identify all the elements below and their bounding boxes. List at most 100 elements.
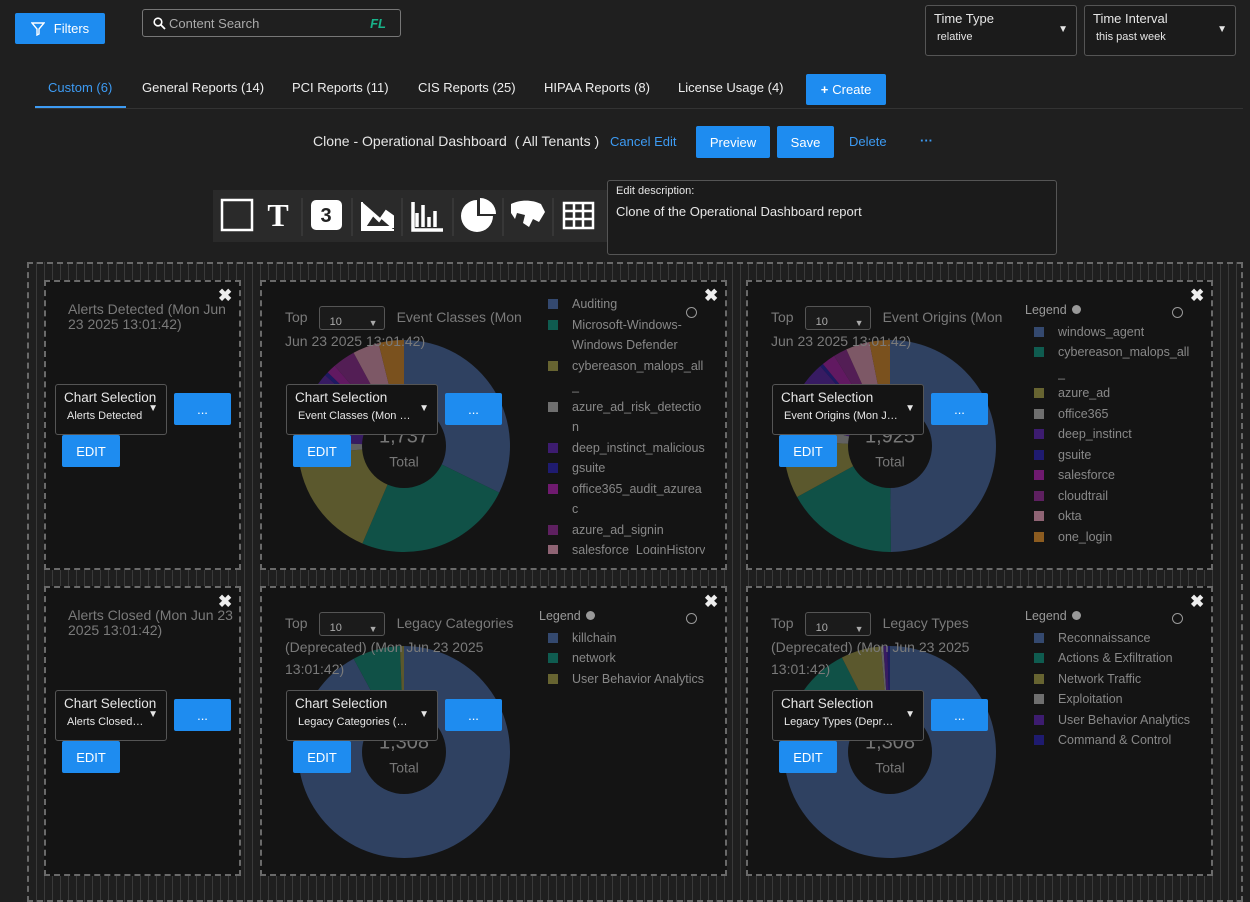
tab[interactable]: HIPAA Reports (8): [544, 80, 650, 95]
chart-selection-label: Chart Selection: [295, 390, 429, 405]
bar-icon[interactable]: [413, 202, 443, 230]
dropdown-arrow: ▼: [369, 312, 378, 334]
edit-button[interactable]: EDIT: [62, 435, 120, 467]
top-select[interactable]: 10▼: [805, 612, 871, 636]
map-icon[interactable]: [511, 201, 545, 227]
text-icon[interactable]: T: [267, 197, 288, 233]
edit-button[interactable]: EDIT: [779, 435, 837, 467]
more-button[interactable]: ...: [931, 393, 988, 425]
legend-item[interactable]: windows_agent: [1025, 322, 1212, 343]
legend-item[interactable]: salesforce_LoginHistory: [546, 540, 727, 554]
tab[interactable]: Custom (6): [48, 80, 112, 95]
time-type-label: Time Type: [934, 11, 1068, 26]
legend-item[interactable]: cybereason_malops_all_: [1025, 342, 1212, 383]
top-select[interactable]: 10▼: [319, 612, 385, 636]
legend-toggle[interactable]: [586, 611, 595, 620]
table-icon[interactable]: [564, 203, 593, 228]
more-button[interactable]: ...: [174, 699, 231, 731]
edit-button[interactable]: EDIT: [62, 741, 120, 773]
edit-button[interactable]: EDIT: [293, 435, 351, 467]
legend-item[interactable]: network: [539, 648, 726, 669]
legend-toggle[interactable]: [1072, 305, 1081, 314]
legend-swatch: [1034, 633, 1044, 643]
tab[interactable]: General Reports (14): [142, 80, 264, 95]
chart-selection[interactable]: Chart SelectionLegacy Types (Deprecated)…: [772, 690, 924, 741]
top-select[interactable]: 10▼: [319, 306, 385, 330]
legend-item[interactable]: Reconnaissance: [1025, 628, 1212, 649]
more-button[interactable]: ...: [445, 393, 502, 425]
dropdown-arrow: ▼: [1058, 24, 1068, 35]
legend-item[interactable]: deep_instinct_malicious: [546, 438, 727, 459]
dropdown-arrow: ▼: [369, 618, 378, 640]
more-link[interactable]: ···: [920, 133, 933, 148]
panel: ✖1,308TotalTop10▼Legacy Categories (Depr…: [260, 586, 727, 876]
chart-selection[interactable]: Chart SelectionEvent Origins (Mon Jun 23…: [772, 384, 924, 435]
tab[interactable]: License Usage (4): [678, 80, 784, 95]
filters-button[interactable]: Filters: [15, 13, 105, 44]
pie-icon[interactable]: [461, 198, 496, 232]
time-type-select[interactable]: Time Type relative ▼: [925, 5, 1077, 56]
chart-selection[interactable]: Chart SelectionEvent Classes (Mon Jun 23…: [286, 384, 438, 435]
radio-toggle[interactable]: [1172, 613, 1183, 624]
delete-link[interactable]: Delete: [849, 134, 887, 149]
radio-toggle[interactable]: [1172, 307, 1183, 318]
legend-label: Reconnaissance: [1058, 628, 1150, 649]
edit-button[interactable]: EDIT: [293, 741, 351, 773]
filter-icon: [31, 22, 45, 36]
chart-selection[interactable]: Chart SelectionAlerts Closed (Mon Jun 23…: [55, 690, 167, 741]
chart-selection[interactable]: Chart SelectionAlerts Detected▼: [55, 384, 167, 435]
legend-item[interactable]: okta: [1025, 506, 1212, 527]
edit-button[interactable]: EDIT: [779, 741, 837, 773]
widget-header: Top10▼Legacy Types (Deprecated) (Mon Jun…: [771, 612, 1016, 680]
legend-item[interactable]: Exploitation: [1025, 689, 1212, 710]
chart-selection-label: Chart Selection: [64, 390, 158, 405]
time-interval-select[interactable]: Time Interval this past week ▼: [1084, 5, 1236, 56]
legend-item[interactable]: gsuite: [1025, 445, 1212, 466]
legend-item[interactable]: salesforce: [1025, 465, 1212, 486]
total-label: Total: [389, 454, 419, 470]
description-box[interactable]: Edit description: Clone of the Operation…: [607, 180, 1057, 255]
legend-item[interactable]: cloudtrail: [1025, 486, 1212, 507]
legend-item[interactable]: killchain: [539, 628, 726, 649]
save-button[interactable]: Save: [777, 126, 834, 158]
area-icon[interactable]: [362, 202, 394, 230]
legend-item[interactable]: User Behavior Analytics: [1025, 710, 1212, 731]
legend: AuditingMicrosoft-Windows-Windows Defend…: [546, 294, 727, 554]
box-icon[interactable]: [222, 200, 252, 230]
legend-item[interactable]: azure_ad: [1025, 383, 1212, 404]
legend-item[interactable]: one_login: [1025, 527, 1212, 548]
legend-item[interactable]: gsuite: [546, 458, 727, 479]
chart-selection[interactable]: Chart SelectionLegacy Categories (Deprec…: [286, 690, 438, 741]
legend-item[interactable]: User Behavior Analytics: [539, 669, 726, 690]
cancel-edit[interactable]: Cancel Edit: [610, 134, 676, 149]
create-button[interactable]: +Create: [806, 74, 886, 105]
more-button[interactable]: ...: [174, 393, 231, 425]
legend-item[interactable]: cybereason_malops_all_: [546, 356, 727, 397]
legend-label: Microsoft-Windows-Windows Defender: [572, 315, 707, 356]
radio-toggle[interactable]: [686, 613, 697, 624]
legend-item[interactable]: Command & Control: [1025, 730, 1212, 751]
more-button[interactable]: ...: [445, 699, 502, 731]
panel: ✖1,308TotalTop10▼Legacy Types (Deprecate…: [746, 586, 1213, 876]
search-box[interactable]: Content Search FL: [142, 9, 401, 37]
legend-item[interactable]: office365_audit_azureac: [546, 479, 727, 520]
top-select[interactable]: 10▼: [805, 306, 871, 330]
panel: ✖Alerts Detected (Mon Jun 23 2025 13:01:…: [44, 280, 241, 570]
legend-item[interactable]: azure_ad_risk_detection: [546, 397, 727, 438]
legend-item[interactable]: deep_instinct: [1025, 424, 1212, 445]
legend-item[interactable]: Auditing: [546, 294, 727, 315]
tab[interactable]: CIS Reports (25): [418, 80, 516, 95]
radio-toggle[interactable]: [686, 307, 697, 318]
search-icon: [153, 17, 166, 30]
preview-button[interactable]: Preview: [696, 126, 770, 158]
legend-toggle[interactable]: [1072, 611, 1081, 620]
legend-item[interactable]: Microsoft-Windows-Windows Defender: [546, 315, 727, 356]
legend-label: deep_instinct: [1058, 424, 1132, 445]
tab[interactable]: PCI Reports (11): [292, 80, 389, 95]
legend-item[interactable]: azure_ad_signin: [546, 520, 727, 541]
legend-item[interactable]: Actions & Exfiltration: [1025, 648, 1212, 669]
more-button[interactable]: ...: [931, 699, 988, 731]
legend-item[interactable]: Network Traffic: [1025, 669, 1212, 690]
legend-item[interactable]: office365: [1025, 404, 1212, 425]
